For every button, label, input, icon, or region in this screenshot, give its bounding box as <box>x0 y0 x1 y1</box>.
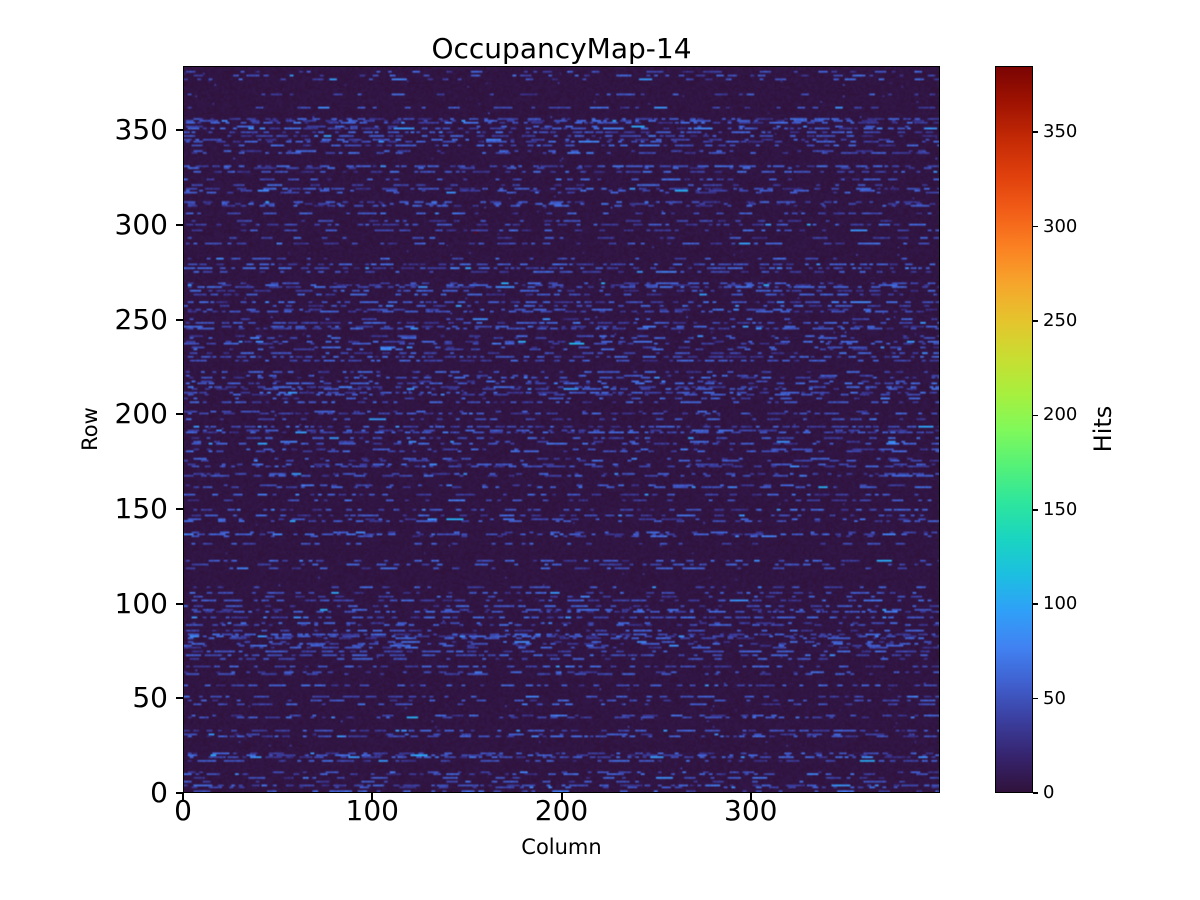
x-tick-mark <box>749 793 752 800</box>
colorbar-tick-label: 200 <box>1043 404 1078 426</box>
colorbar <box>995 66 1033 793</box>
y-tick-mark <box>176 697 183 700</box>
x-axis-label: Column <box>521 835 602 859</box>
x-tick-mark <box>560 793 563 800</box>
colorbar-tick-mark <box>1033 320 1038 322</box>
y-tick-label: 250 <box>114 302 168 336</box>
y-tick-label: 50 <box>132 681 168 715</box>
heatmap-image <box>184 67 939 792</box>
x-tick-label: 0 <box>174 794 192 827</box>
colorbar-label: Hits <box>1089 405 1117 453</box>
y-tick-mark <box>176 318 183 321</box>
colorbar-tick-label: 50 <box>1043 687 1066 709</box>
y-tick-mark <box>176 129 183 132</box>
x-tick-label: 200 <box>534 794 589 827</box>
heatmap-plot-area <box>183 66 940 793</box>
colorbar-tick-mark <box>1033 603 1038 605</box>
colorbar-tick-label: 350 <box>1043 121 1078 143</box>
chart-title: OccupancyMap-14 <box>431 32 692 65</box>
y-tick-label: 350 <box>114 113 168 147</box>
colorbar-tick-mark <box>1033 508 1038 511</box>
colorbar-tick-mark <box>1033 225 1038 228</box>
y-tick-mark <box>176 792 183 794</box>
y-tick-label: 150 <box>114 492 168 526</box>
y-tick-label: 0 <box>150 776 168 809</box>
colorbar-tick-label: 300 <box>1043 215 1078 237</box>
colorbar-tick-label: 150 <box>1043 498 1078 520</box>
x-tick-label: 100 <box>345 794 399 827</box>
x-tick-label: 300 <box>724 794 778 827</box>
colorbar-tick-label: 0 <box>1043 782 1055 803</box>
colorbar-tick-mark <box>1033 792 1038 794</box>
colorbar-tick-label: 250 <box>1043 309 1078 331</box>
y-tick-mark <box>176 224 183 227</box>
x-tick-mark <box>182 793 184 800</box>
colorbar-tick-label: 100 <box>1043 593 1078 615</box>
x-tick-mark <box>371 793 374 800</box>
colorbar-tick-mark <box>1033 131 1038 133</box>
colorbar-tick-mark <box>1033 697 1038 700</box>
y-tick-mark <box>176 413 183 416</box>
colorbar-tick-mark <box>1033 414 1038 417</box>
y-tick-label: 300 <box>114 208 168 242</box>
y-tick-mark <box>176 602 183 605</box>
y-axis-label: Row <box>78 407 102 451</box>
y-tick-mark <box>176 508 183 511</box>
y-tick-label: 200 <box>114 397 168 431</box>
y-tick-label: 100 <box>114 586 168 620</box>
